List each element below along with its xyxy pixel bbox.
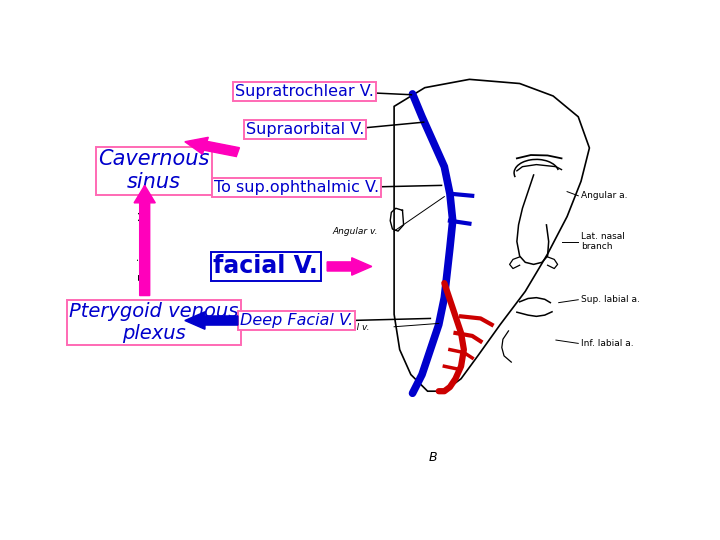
Text: B: B	[429, 451, 438, 464]
Polygon shape	[394, 79, 590, 391]
FancyArrow shape	[327, 258, 372, 275]
Text: Angular a.: Angular a.	[581, 191, 628, 200]
Text: Angular v.: Angular v.	[333, 227, 378, 237]
Text: Pterygoid venous
plexus: Pterygoid venous plexus	[70, 302, 239, 343]
FancyArrow shape	[134, 185, 156, 295]
Text: facial V.: facial V.	[213, 254, 318, 279]
Text: Emissary Vs.: Emissary Vs.	[138, 201, 151, 281]
Text: Facial v.: Facial v.	[333, 323, 369, 332]
FancyArrow shape	[185, 312, 238, 329]
Text: Sup. labial a.: Sup. labial a.	[581, 295, 640, 304]
Text: Cavernous
sinus: Cavernous sinus	[99, 149, 210, 192]
Text: To sup.ophthalmic V.: To sup.ophthalmic V.	[214, 180, 379, 195]
FancyArrow shape	[185, 137, 240, 157]
Text: Supratrochlear V.: Supratrochlear V.	[235, 84, 374, 99]
Text: Deep Facial V.: Deep Facial V.	[240, 313, 353, 328]
Text: Lat. nasal
branch: Lat. nasal branch	[581, 232, 625, 251]
Text: Inf. labial a.: Inf. labial a.	[581, 339, 634, 348]
Text: Supraorbital V.: Supraorbital V.	[246, 122, 364, 137]
